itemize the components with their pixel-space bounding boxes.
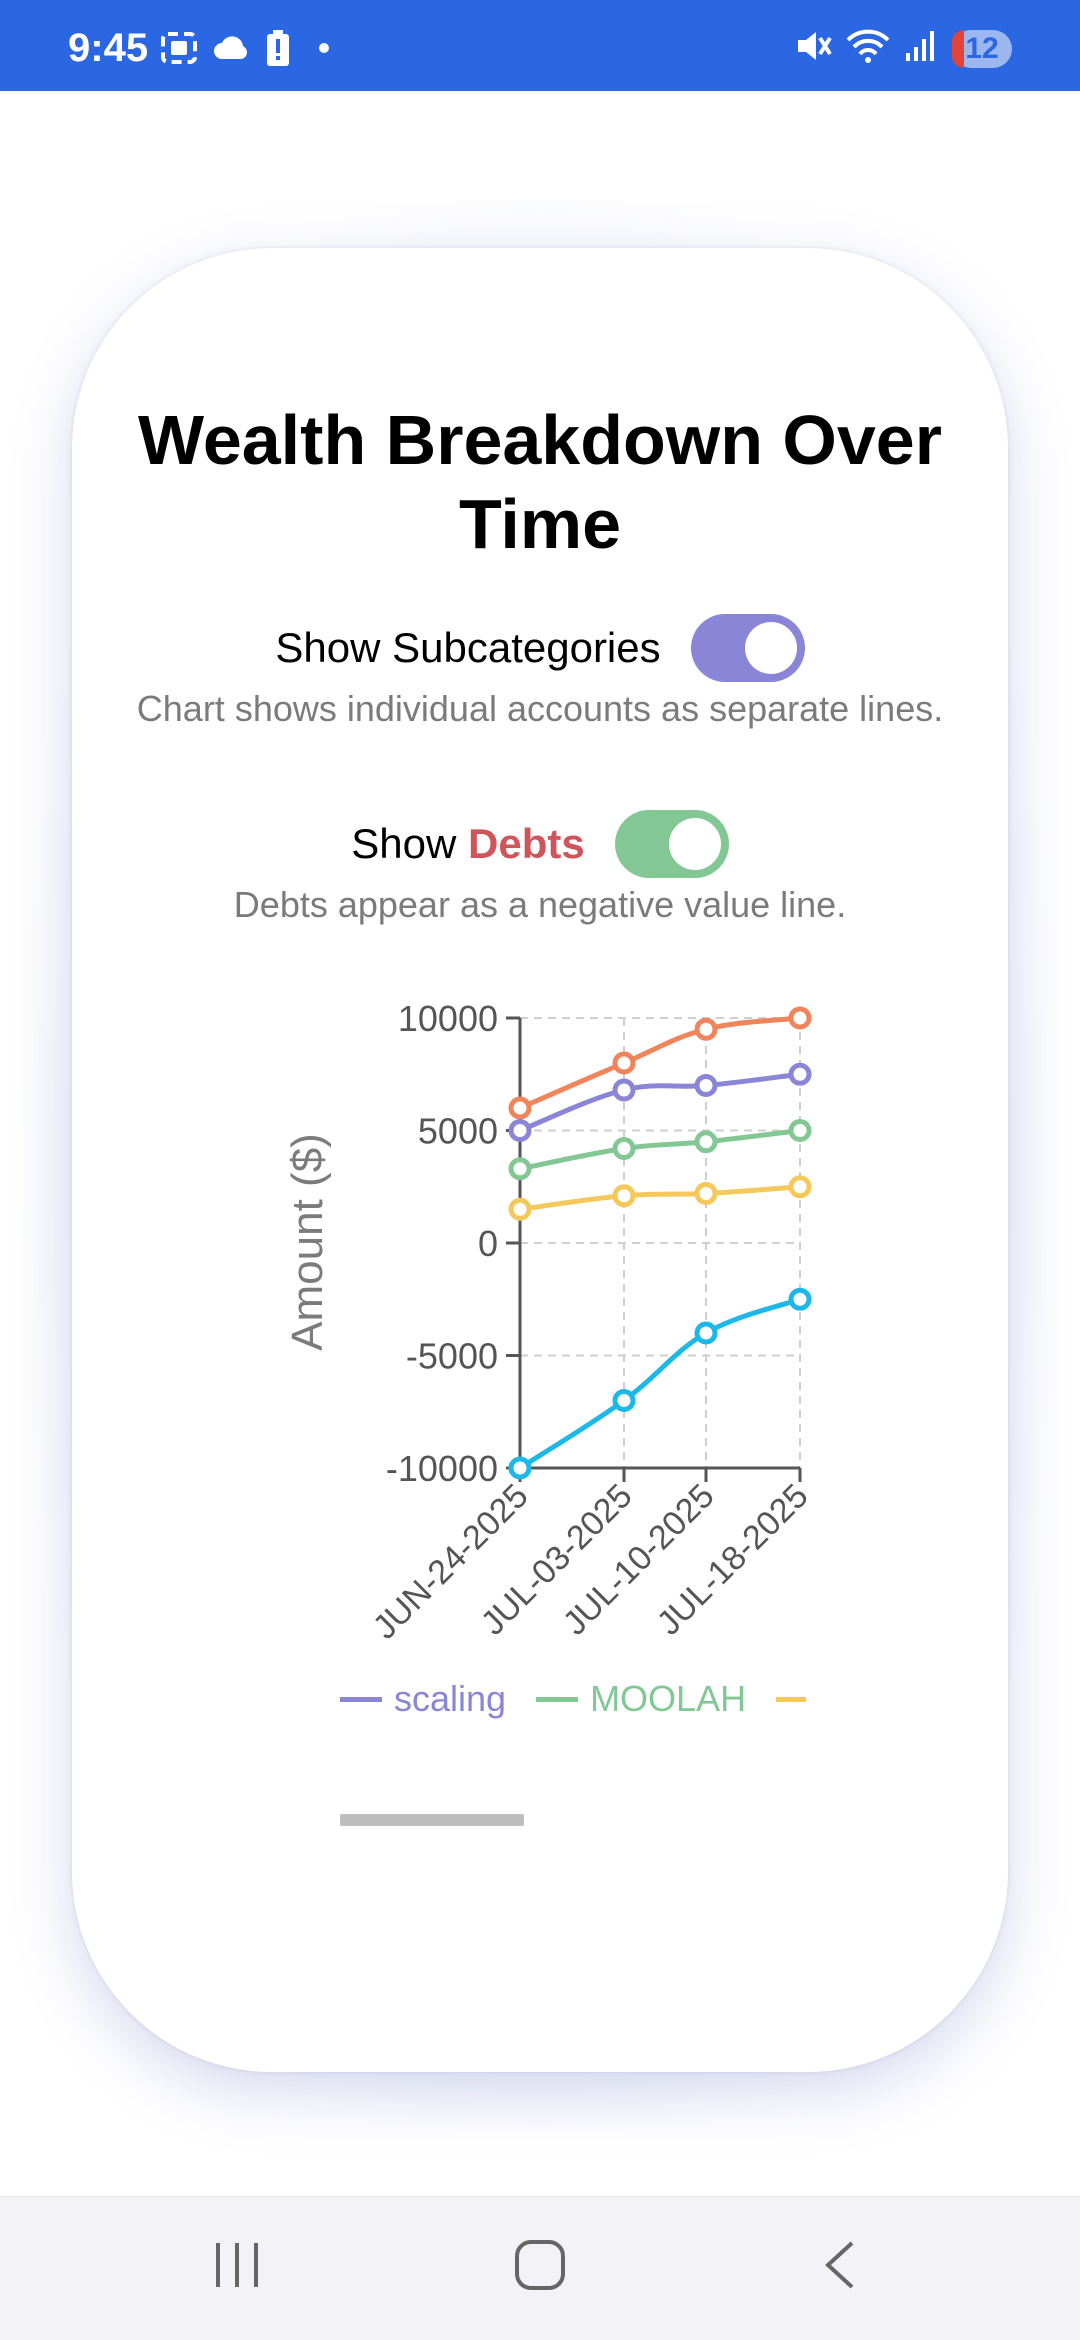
subcategories-description: Chart shows individual accounts as separ… — [136, 688, 944, 729]
back-icon[interactable] — [820, 2237, 860, 2298]
legend-swatch — [776, 1696, 807, 1702]
legend-swatch — [536, 1696, 579, 1702]
data-point[interactable] — [508, 1157, 532, 1181]
data-point[interactable] — [612, 1137, 636, 1160]
series-line — [519, 1184, 801, 1212]
data-point[interactable] — [694, 1017, 718, 1041]
data-point[interactable] — [694, 1074, 718, 1097]
data-point[interactable] — [612, 1078, 636, 1102]
data-point[interactable] — [508, 1456, 532, 1480]
screenshot-icon — [160, 31, 198, 70]
page-title: Wealth Breakdown Over Time — [138, 401, 942, 563]
y-tick-label: 0 — [478, 1223, 498, 1264]
dot-icon — [304, 33, 334, 68]
y-tick-label: 5000 — [418, 1111, 498, 1152]
data-point[interactable] — [508, 1096, 532, 1120]
debts-description: Debts appear as a negative value line. — [233, 884, 847, 925]
data-point[interactable] — [788, 1062, 812, 1086]
series-line — [518, 1296, 801, 1471]
status-icons-left — [160, 30, 334, 71]
wealth-chart: 1000050000-5000-10000JUN-24-2025JUL-03-2… — [283, 998, 816, 1647]
data-point[interactable] — [788, 1119, 812, 1142]
data-point[interactable] — [694, 1321, 718, 1345]
debts-switch[interactable] — [614, 810, 729, 878]
status-time: 9:45 — [68, 26, 149, 70]
series-line — [519, 1015, 801, 1111]
battery-alert-icon — [266, 30, 290, 71]
switch-knob — [744, 622, 797, 674]
status-bar: 9:45 — [0, 0, 1080, 91]
mute-icon — [794, 28, 832, 69]
recent-apps-icon[interactable] — [212, 2237, 262, 2298]
data-point[interactable] — [508, 1119, 532, 1142]
debts-label-prefix: Show — [351, 820, 469, 867]
signal-icon — [904, 29, 938, 68]
data-point[interactable] — [788, 1287, 812, 1311]
legend-label: MOOLAH — [590, 1678, 747, 1719]
series-line — [519, 1071, 801, 1133]
subcategories-switch[interactable] — [690, 614, 805, 682]
data-point[interactable] — [788, 1175, 812, 1199]
data-point[interactable] — [694, 1182, 718, 1205]
debts-label-highlight: Debts — [468, 820, 585, 867]
subcategories-toggle-label: Show Subcategories — [275, 624, 661, 671]
chart-legend: scaling MOOLAH — [340, 1678, 818, 1720]
subcategories-toggle-row: Show Subcategories — [72, 614, 1008, 682]
y-axis-label: Amount ($) — [283, 1133, 332, 1351]
legend-label: scaling — [394, 1678, 507, 1719]
debts-toggle-row: Show Debts — [72, 810, 1008, 878]
data-point[interactable] — [788, 1006, 812, 1030]
cloud-icon — [212, 33, 252, 68]
wealth-card: Wealth Breakdown Over Time Show Subcateg… — [72, 248, 1008, 2072]
switch-knob — [668, 818, 721, 870]
chart-series — [508, 1006, 812, 1480]
data-point[interactable] — [612, 1184, 636, 1208]
legend-item-scaling[interactable]: scaling — [340, 1678, 506, 1720]
home-icon[interactable] — [512, 2237, 568, 2298]
y-tick-label: -10000 — [386, 1448, 498, 1489]
legend-item-moolah[interactable]: MOOLAH — [536, 1678, 746, 1720]
notification-badge: 12 — [952, 29, 1012, 68]
y-tick-label: 10000 — [398, 998, 498, 1039]
legend-item-yellow[interactable] — [776, 1696, 818, 1702]
wifi-icon — [846, 28, 890, 69]
data-point[interactable] — [612, 1389, 636, 1412]
legend-scrollbar[interactable] — [340, 1814, 524, 1826]
data-point[interactable] — [508, 1197, 532, 1221]
navigation-bar — [0, 2196, 1080, 2340]
series-line — [519, 1128, 801, 1172]
chart-axes: 1000050000-5000-10000JUN-24-2025JUL-03-2… — [366, 998, 816, 1647]
legend-swatch — [340, 1696, 382, 1702]
debts-toggle-label: Show Debts — [351, 820, 584, 868]
data-point[interactable] — [612, 1051, 636, 1075]
data-point[interactable] — [694, 1130, 718, 1154]
y-tick-label: -5000 — [406, 1336, 498, 1377]
status-icons-right: 12 — [794, 28, 1012, 69]
